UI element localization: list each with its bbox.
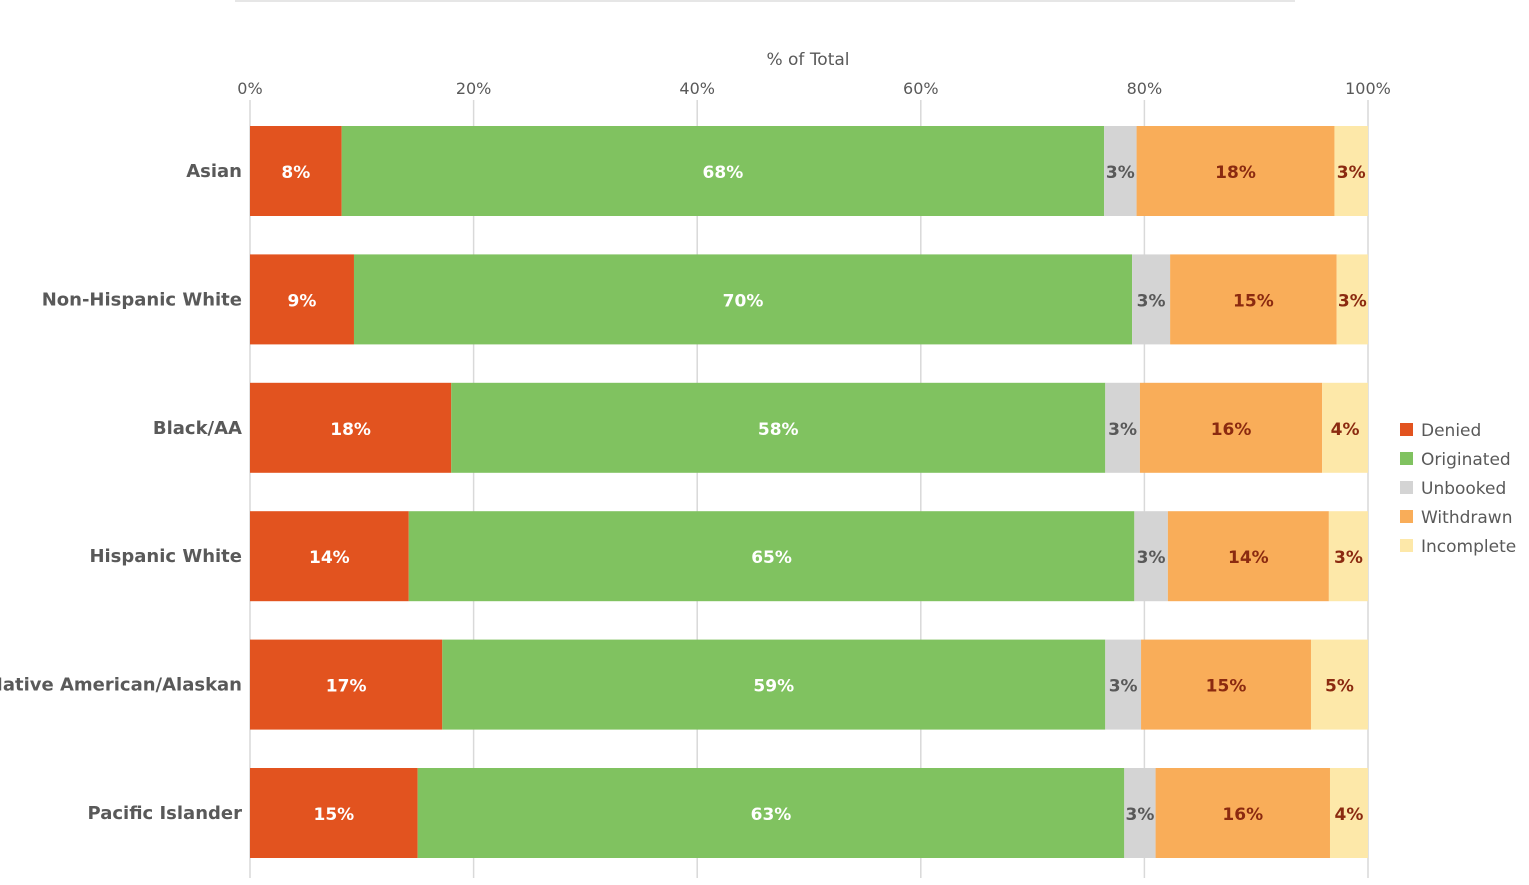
data-label: 14% [309,548,350,568]
bar-segment [408,511,1135,602]
legend-entry: Withdrawn [1421,508,1512,528]
data-label: 15% [1206,677,1247,697]
category-label: Native American/Alaskan [0,675,242,696]
data-label: 4% [1335,805,1364,825]
bar-segment [442,639,1106,730]
category-label: Asian [186,161,242,182]
data-label: 16% [1222,805,1263,825]
category-label: Hispanic White [89,546,242,567]
legend-swatch [1400,452,1413,465]
bar-segment [1104,126,1137,216]
data-label: 63% [751,805,792,825]
data-label: 3% [1334,548,1363,568]
x-axis-title: % of Total [766,50,849,70]
data-label: 3% [1125,805,1154,825]
bar-segment [1155,768,1330,858]
category-label: Pacific Islander [88,803,243,824]
bar-segment [1167,511,1329,602]
bar-segment [1105,639,1142,730]
x-tick-label: 60% [903,79,939,98]
bar-segment [1132,254,1171,345]
bar-segment [1322,382,1368,473]
x-tick-label: 20% [456,79,492,98]
bar-segment [1105,382,1140,473]
bar-segment [1134,511,1168,602]
legend-entry: Incomplete [1421,537,1516,557]
data-label: 14% [1228,548,1269,568]
data-label: 68% [703,163,744,183]
bar-segment [250,126,342,216]
bar-segment [1136,126,1335,216]
data-label: 3% [1109,677,1138,697]
bar-segment [341,126,1105,216]
bar-segment [1328,511,1368,602]
data-label: 5% [1325,677,1354,697]
x-tick-label: 100% [1345,79,1391,98]
bar-segment [250,511,409,602]
bar-segment [417,768,1125,858]
legend-swatch [1400,539,1413,552]
bar-segment [250,768,418,858]
category-label: Non-Hispanic White [42,289,242,310]
legend-swatch [1400,510,1413,523]
data-label: 15% [313,805,354,825]
data-label: 3% [1337,163,1366,183]
bar-segment [1170,254,1337,345]
data-label: 17% [326,677,367,697]
data-label: 15% [1233,291,1274,311]
legend-entry: Originated [1421,450,1511,470]
data-label: 59% [753,677,794,697]
data-label: 3% [1137,291,1166,311]
data-label: 3% [1338,291,1367,311]
category-labels: Asian Non-Hispanic White Black/AA Hispanic … [0,161,242,824]
bar-segment [250,382,452,473]
bar-segment [1139,382,1323,473]
bar-segment [1310,639,1368,730]
data-label: 18% [330,420,371,440]
legend-swatch [1400,481,1413,494]
data-label: 3% [1108,420,1137,440]
legend: Denied Originated Unbooked Withdrawn Incompl… [1400,421,1516,557]
bar-segment [1141,639,1311,730]
data-label: 18% [1215,163,1256,183]
legend-swatch [1400,423,1413,436]
data-label: 16% [1211,420,1252,440]
x-tick-label: 40% [679,79,715,98]
category-label: Black/AA [153,418,242,439]
data-label: 58% [758,420,799,440]
data-label: 4% [1331,420,1360,440]
data-label: 3% [1106,163,1135,183]
x-tick-label: 0% [237,79,262,98]
data-label: 8% [281,163,310,183]
data-label: 9% [288,291,317,311]
legend-entry: Unbooked [1421,479,1506,499]
bar-segment [250,254,354,345]
bar-segment [250,639,443,730]
x-tick-label: 80% [1127,79,1163,98]
legend-entry: Denied [1421,421,1481,441]
bar-segment [1329,768,1368,858]
bar-segment [1124,768,1156,858]
gridlines [249,100,1369,878]
bar-segment [1336,254,1368,345]
bar-segment [1334,126,1368,216]
x-axis-ticks: 0% 20% 40% 60% 80% 100% [237,79,1391,98]
data-label: 70% [723,291,764,311]
data-label: 3% [1137,548,1166,568]
bar-segment [353,254,1133,345]
data-label: 65% [751,548,792,568]
bars: 8% 68% 3% 18% 3% 9% 70% 3% 15% 3% 18% 58% 3% 16% 4% 14%… [250,126,1368,858]
bar-segment [451,382,1106,473]
